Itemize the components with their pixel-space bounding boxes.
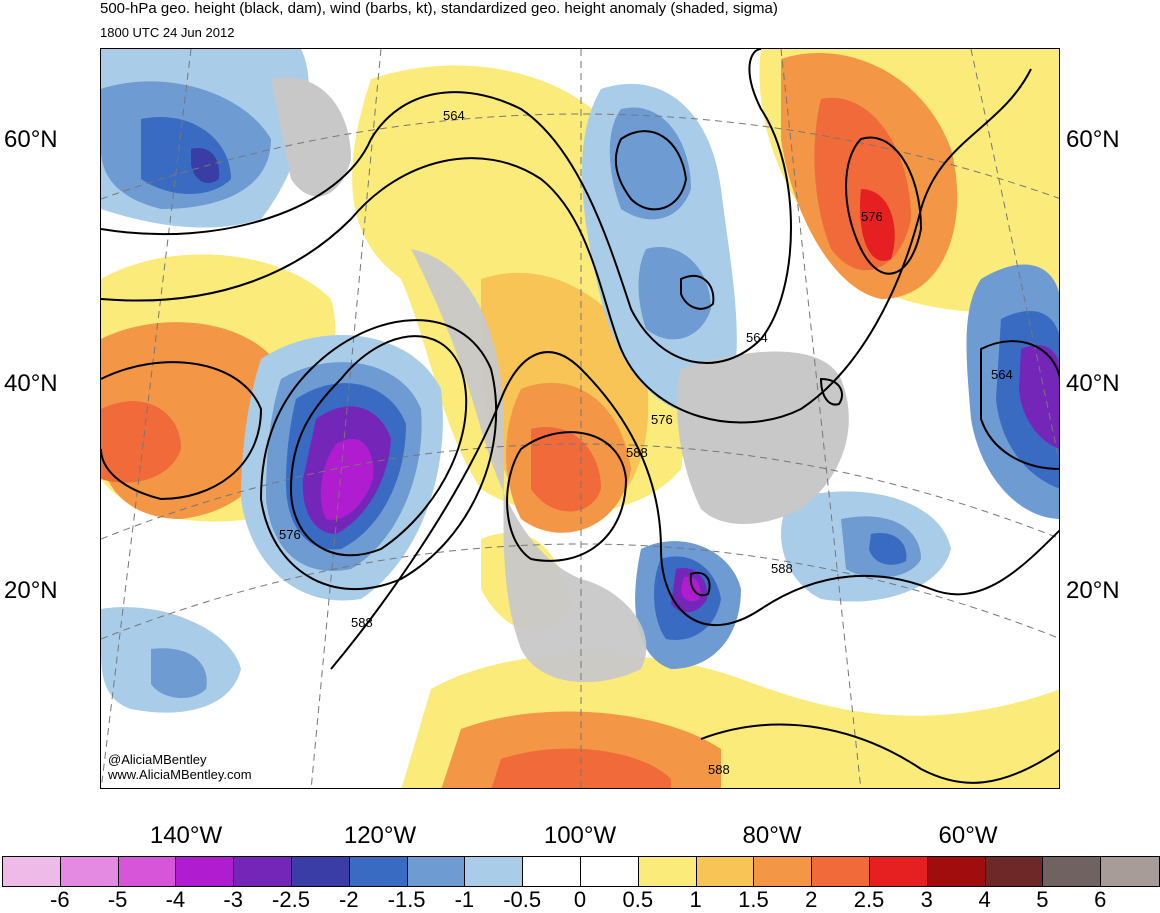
contour-label: 576 bbox=[651, 412, 673, 427]
lon-label-140w: 140°W bbox=[149, 822, 223, 849]
colorbar-tick-label: 2.5 bbox=[853, 887, 885, 912]
colorbar-swatch bbox=[407, 857, 466, 886]
colorbar-tick-label: 3 bbox=[920, 887, 933, 912]
colorbar-swatch bbox=[118, 857, 177, 886]
colorbar-tick-label: 6 bbox=[1094, 887, 1107, 912]
weather-map: 564 576 564 576 588 576 588 564 588 588 bbox=[101, 49, 1059, 788]
colorbar-swatch bbox=[696, 857, 755, 886]
colorbar-swatch bbox=[349, 857, 408, 886]
colorbar-swatch bbox=[60, 857, 119, 886]
lat-label-60n-left: 60°N bbox=[4, 126, 58, 153]
colorbar-swatch bbox=[234, 857, 292, 886]
contour-label: 588 bbox=[771, 561, 793, 576]
colorbar-swatch bbox=[638, 857, 697, 886]
colorbar-tick-label: 0 bbox=[573, 887, 587, 912]
colorbar-swatch bbox=[523, 857, 581, 886]
colorbar-swatch bbox=[1101, 857, 1159, 886]
colorbar-tick-label: -6 bbox=[50, 887, 70, 912]
colorbar-swatch bbox=[754, 857, 813, 886]
colorbar-tick-label: 0.5 bbox=[622, 887, 654, 912]
lon-label-120w: 120°W bbox=[343, 822, 417, 849]
colorbar-tick-label: 5 bbox=[1036, 887, 1049, 912]
lat-label-40n-right: 40°N bbox=[1066, 370, 1120, 397]
contour-label: 564 bbox=[991, 367, 1013, 382]
colorbar-swatch bbox=[927, 857, 986, 886]
colorbar-tick-label: -2 bbox=[339, 887, 359, 912]
contour-label: 564 bbox=[443, 108, 465, 123]
colorbar-tick-label: -0.5 bbox=[503, 887, 542, 912]
colorbar-tick-label: -2.5 bbox=[272, 887, 310, 912]
colorbar-swatch bbox=[985, 857, 1044, 886]
colorbar-tick-label: -4 bbox=[165, 887, 186, 912]
lat-label-20n-right: 20°N bbox=[1066, 577, 1120, 604]
contour-label: 588 bbox=[626, 445, 648, 460]
contour-label: 588 bbox=[708, 762, 730, 777]
lon-label-100w: 100°W bbox=[543, 822, 617, 849]
credit-handle: @AliciaMBentley bbox=[108, 752, 207, 767]
colorbar bbox=[2, 856, 1160, 887]
contour-label: 564 bbox=[746, 330, 768, 345]
colorbar-tick-label: 4 bbox=[978, 887, 991, 912]
colorbar-swatch bbox=[176, 857, 235, 886]
lat-label-40n-left: 40°N bbox=[4, 370, 58, 397]
colorbar-tick-label: 1 bbox=[689, 887, 702, 912]
colorbar-tick-label: -1 bbox=[454, 887, 475, 912]
colorbar-swatch bbox=[291, 857, 350, 886]
contour-label: 576 bbox=[279, 527, 301, 542]
chart-title: 500-hPa geo. height (black, dam), wind (… bbox=[100, 0, 778, 17]
lat-label-20n-left: 20°N bbox=[4, 577, 58, 604]
colorbar-swatch bbox=[465, 857, 524, 886]
lon-label-80w: 80°W bbox=[742, 822, 802, 849]
graticule bbox=[101, 49, 1059, 788]
colorbar-swatch bbox=[812, 857, 870, 886]
colorbar-tick-label: 1.5 bbox=[738, 887, 769, 912]
lat-label-60n-right: 60°N bbox=[1066, 126, 1120, 153]
height-contours bbox=[101, 49, 1059, 784]
colorbar-tick-label: 2 bbox=[805, 887, 818, 912]
colorbar-tick-label: -1.5 bbox=[387, 887, 426, 912]
contour-label: 588 bbox=[351, 615, 373, 630]
contour-label: 576 bbox=[861, 209, 883, 224]
colorbar-swatch bbox=[869, 857, 928, 886]
lon-label-60w: 60°W bbox=[938, 822, 998, 849]
valid-time: 1800 UTC 24 Jun 2012 bbox=[100, 25, 235, 40]
map-panel: 564 576 564 576 588 576 588 564 588 588 bbox=[100, 48, 1060, 789]
colorbar-tick-label: -3 bbox=[223, 887, 243, 912]
colorbar-swatch bbox=[580, 857, 639, 886]
colorbar-swatch bbox=[3, 857, 61, 886]
colorbar-swatch bbox=[1043, 857, 1102, 886]
colorbar-tick-label: -5 bbox=[107, 887, 128, 912]
credit-website: www.AliciaMBentley.com bbox=[108, 767, 252, 782]
contour-labels: 564 576 564 576 588 576 588 564 588 588 bbox=[279, 108, 1013, 777]
